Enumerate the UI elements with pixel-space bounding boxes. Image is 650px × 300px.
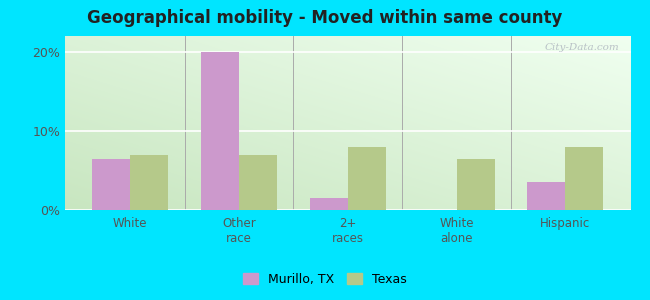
Bar xyxy=(201,52,239,210)
Bar xyxy=(456,159,495,210)
Bar xyxy=(130,154,168,210)
Bar xyxy=(92,159,130,210)
Text: Geographical mobility - Moved within same county: Geographical mobility - Moved within sam… xyxy=(87,9,563,27)
Bar xyxy=(566,147,603,210)
Text: City-Data.com: City-Data.com xyxy=(545,43,619,52)
Bar xyxy=(527,182,566,210)
Bar xyxy=(309,198,348,210)
Bar xyxy=(348,147,386,210)
Legend: Murillo, TX, Texas: Murillo, TX, Texas xyxy=(239,268,411,291)
Bar xyxy=(239,154,277,210)
